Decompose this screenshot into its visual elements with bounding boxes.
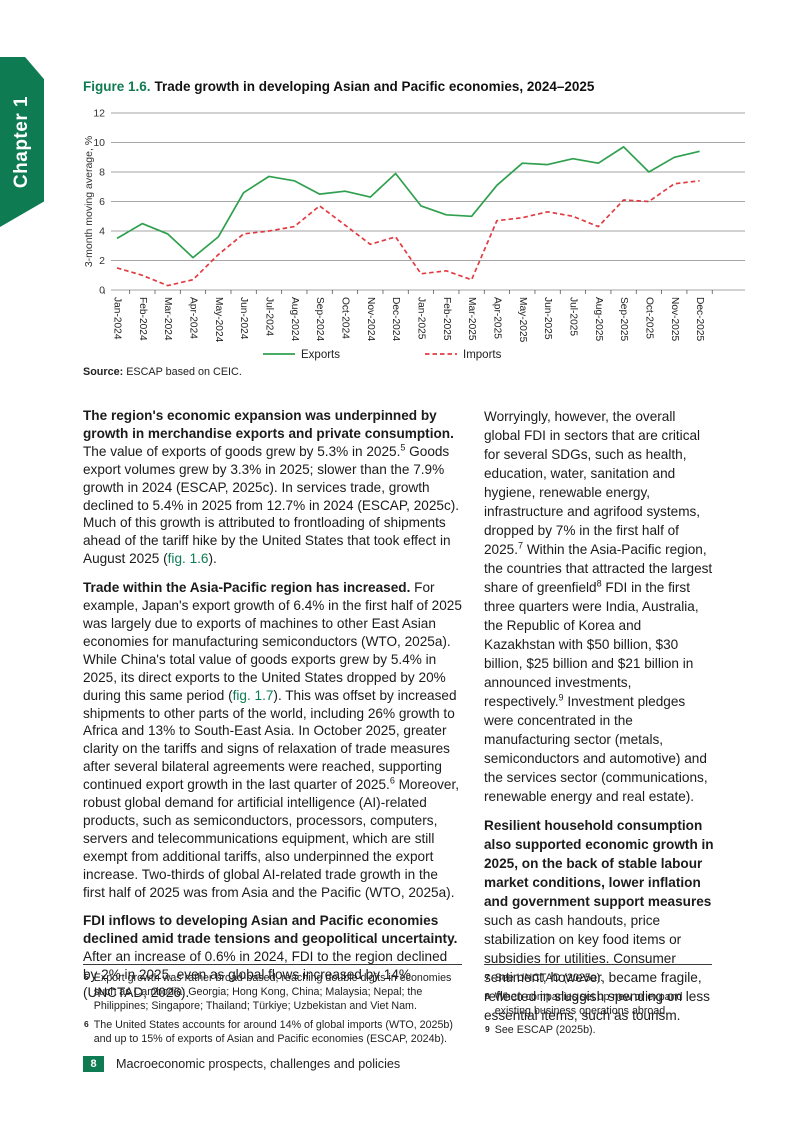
text-segment: The region's economic expansion was unde… [83,408,454,441]
footnote-8: 8 When companies set up new or expand ex… [484,991,712,1019]
x-tick-label: Sep-2025 [618,297,629,342]
footnote-marker: 7 [518,540,524,551]
footnote-number: 9 [485,1023,490,1034]
right-column: Worryingly, however, the overall global … [484,407,714,1035]
x-tick-label: May-2025 [517,297,528,343]
footnote-text: Export growth was rather broad-based, re… [93,972,452,1012]
y-tick-label: 12 [93,108,105,120]
x-tick-label: Jul-2025 [567,297,578,336]
page-footer: 8 Macroeconomic prospects, challenges an… [83,1056,400,1072]
imports-line [116,179,700,287]
text-segment: Trade within the Asia-Pacific region has… [83,580,411,596]
text-segment: ). This was offset by increased shipment… [83,687,457,793]
footnote-marker: 6 [389,775,395,786]
footnote-text: When companies set up new or expand exis… [494,990,683,1017]
footnotes-right: 7 See UNCTAD (2025a). 8 When companies s… [484,964,712,1043]
x-tick-label: Oct-2024 [339,297,350,339]
footnote-marker: 9 [558,692,564,703]
x-tick-label: Jun-2024 [238,297,249,340]
footnote-number: 6 [84,1018,89,1029]
text-segment: such as cash handouts, price stabilizati… [484,913,710,1023]
legend-label-exports: Exports [301,349,340,361]
x-tick-label: Oct-2025 [643,297,654,339]
text-segment: FDI inflows to developing Asian and Paci… [83,913,458,947]
footnote-text: See ESCAP (2025b). [494,1023,596,1036]
text-segment: After an increase of 0.6% in 2024, FDI t… [83,949,448,1001]
x-tick-label: Dec-2024 [390,297,401,342]
x-tick-label: Nov-2024 [365,297,376,342]
legend-label-imports: Imports [463,349,502,361]
footnote-6: 6 The United States accounts for around … [83,1019,462,1047]
x-tick-label: Dec-2025 [694,297,705,342]
figure-reference-link[interactable]: fig. 1.6 [167,551,209,567]
x-tick-label: Mar-2025 [466,297,477,341]
figure-reference-link[interactable]: fig. 1.7 [232,687,274,703]
x-tick-label: Jul-2024 [263,297,274,336]
x-tick-label: Aug-2024 [289,297,300,342]
footnote-marker: 8 [596,578,602,589]
figure-title: Figure 1.6. Trade growth in developing As… [83,79,594,94]
text-segment: Resilient household consumption also sup… [484,818,714,909]
paragraph: Worryingly, however, the overall global … [484,407,714,806]
chapter-tab-label: Chapter 1 [11,95,33,189]
footnote-number: 8 [485,990,490,1001]
y-tick-label: 8 [99,167,105,179]
x-tick-label: Aug-2025 [593,297,604,342]
text-segment: Goods export volumes grew by 3.3% in 202… [83,443,460,567]
paragraph: Trade within the Asia-Pacific region has… [83,579,462,901]
text-segment: Investment pledges were concentrated in … [484,694,708,804]
x-tick-label: Apr-2024 [187,297,198,339]
x-tick-label: Jun-2025 [542,297,553,340]
text-segment: The value of exports of goods grew by 5.… [83,443,401,459]
footnote-number: 7 [485,972,490,982]
y-tick-label: 2 [99,255,105,267]
footnote-5: 5 Export growth was rather broad-based, … [83,972,462,1014]
x-tick-label: Nov-2025 [669,297,680,342]
x-tick-label: Mar-2024 [162,297,173,341]
figure-title-text: Trade growth in developing Asian and Pac… [154,79,595,94]
footnote-text: The United States accounts for around 14… [93,1018,453,1045]
footnote-marker: 5 [400,442,406,453]
x-tick-label: Feb-2024 [137,297,148,341]
x-tick-label: Jan-2024 [112,297,123,340]
footnote-9: 9 See ESCAP (2025b). [484,1024,712,1038]
paragraph: Resilient household consumption also sup… [484,816,714,1025]
page-number-badge: 8 [83,1056,104,1072]
source-text: ESCAP based on CEIC. [126,366,242,378]
footnotes-left: 5 Export growth was rather broad-based, … [83,964,462,1052]
x-tick-label: Jan-2025 [415,297,426,340]
x-tick-label: May-2024 [213,297,224,343]
text-segment: FDI in the first three quarters were Ind… [484,580,699,709]
footnote-number: 5 [84,972,89,982]
x-tick-label: Apr-2025 [491,297,502,339]
figure-source: Source: ESCAP based on CEIC. [83,366,242,378]
trade-growth-line-chart: 0 2 4 6 8 10 12 3-month moving average, % Jan-20… [83,108,745,361]
y-axis-title: 3-month moving average, % [83,136,95,267]
text-segment: Moreover, robust global demand for artif… [83,777,460,900]
source-label: Source: [83,366,124,378]
footnote-7: 7 See UNCTAD (2025a). [484,972,712,986]
text-segment: Within the Asia-Pacific region, the coun… [484,542,713,595]
footnote-text: See UNCTAD (2025a). [494,972,604,984]
y-tick-label: 0 [99,285,105,297]
text-segment: ). [208,551,217,567]
chapter-tab: Chapter 1 [0,57,44,227]
paragraph: FDI inflows to developing Asian and Paci… [83,912,462,1002]
exports-line [116,146,700,259]
footer-text: Macroeconomic prospects, challenges and … [116,1057,401,1071]
left-column: The region's economic expansion was unde… [83,407,462,1013]
paragraph: The region's economic expansion was unde… [83,407,462,568]
text-segment: Worryingly, however, the overall global … [484,409,701,557]
x-tick-label: Feb-2025 [441,297,452,341]
y-tick-label: 10 [93,137,105,149]
text-segment: For example, Japan's export growth of 6.… [83,580,462,703]
figure-number: Figure 1.6. [83,79,151,94]
y-tick-label: 6 [99,196,105,208]
y-tick-label: 4 [99,226,105,238]
x-tick-label: Sep-2024 [314,297,325,342]
